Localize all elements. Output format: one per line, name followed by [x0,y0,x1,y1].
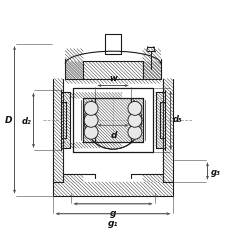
Text: D: D [5,116,13,125]
Text: w: w [109,73,116,82]
Circle shape [84,102,98,116]
Circle shape [84,126,98,140]
Text: d₂: d₂ [22,116,31,125]
Text: g: g [109,208,116,217]
Text: d: d [110,131,117,140]
Circle shape [127,102,141,116]
Circle shape [84,114,98,128]
Circle shape [127,114,141,128]
Circle shape [127,126,141,140]
Text: g₃: g₃ [210,167,219,176]
Text: g₁: g₁ [107,218,118,227]
Text: d₅: d₅ [172,114,182,123]
